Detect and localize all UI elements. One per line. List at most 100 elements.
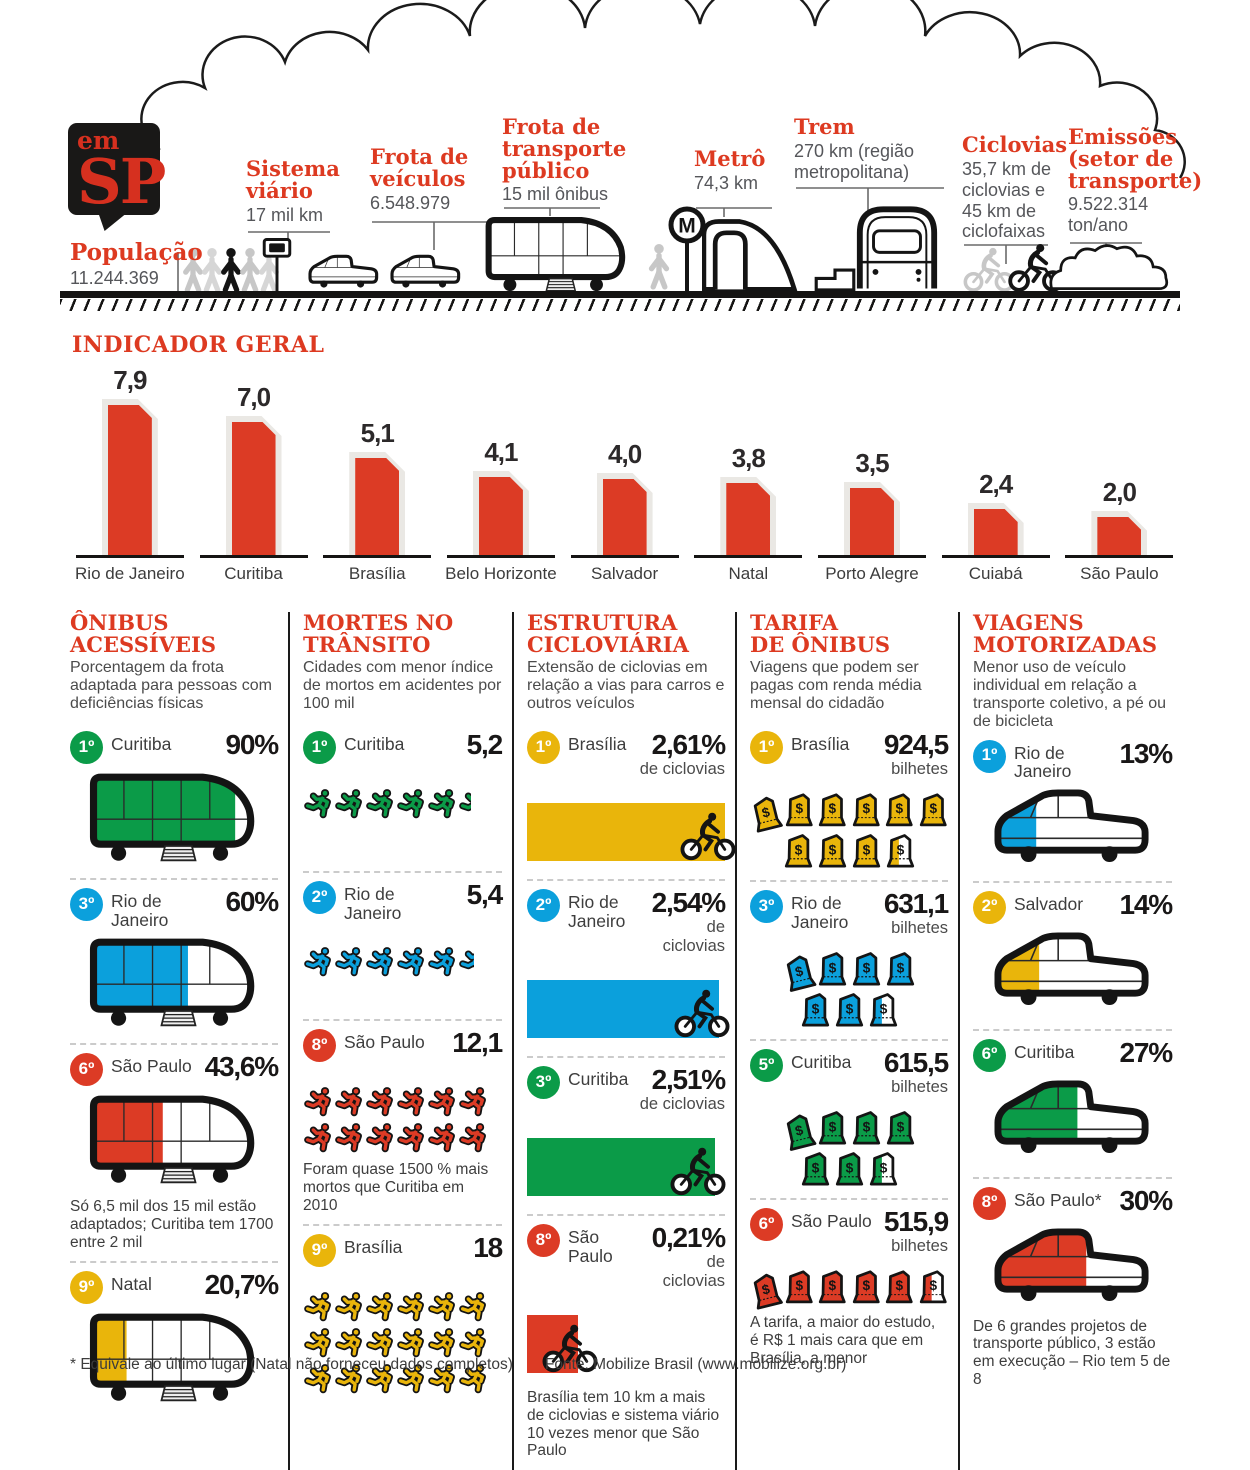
svg-text:$: $ <box>794 842 802 858</box>
bus-pictogram <box>70 1310 278 1408</box>
value-label: 5,4 <box>466 879 504 911</box>
rank-badge: 2º <box>973 890 1006 924</box>
column-title: MORTES NO TRÂNSITO <box>303 610 454 657</box>
ticket-icon: $ <box>851 1109 882 1147</box>
ticket-icon: $ <box>851 1268 882 1306</box>
ranking-entry: 6º São Paulo 43,6% Só 6,5 mil dos 15 mil… <box>70 1043 280 1261</box>
column-title: ÔNIBUS ACESSÍVEIS <box>70 610 216 657</box>
runners-pictogram <box>303 946 502 977</box>
ticket-icon: $ <box>918 1268 949 1306</box>
column-description: Extensão de ciclovias em relação a vias … <box>527 659 725 713</box>
bar-value-label: 7,0 <box>236 382 271 412</box>
city-label: Brasília <box>344 1237 403 1258</box>
rank-badge: 1º <box>303 731 336 765</box>
ticket-icon: $ <box>817 1268 848 1306</box>
ticket-icon: $ <box>784 1268 815 1306</box>
svg-text:$: $ <box>793 1122 805 1139</box>
bar-category-label: Rio de Janeiro <box>75 564 185 583</box>
svg-text:$: $ <box>879 1160 887 1176</box>
em-sp-logo: em SP <box>68 123 166 231</box>
svg-text:$: $ <box>929 1278 937 1293</box>
svg-text:$: $ <box>896 842 904 858</box>
svg-text:$: $ <box>828 801 836 816</box>
column-title: TARIFA DE ÔNIBUS <box>750 610 891 657</box>
svg-text:$: $ <box>760 1282 771 1298</box>
city-label: Rio de Janeiro <box>1014 742 1072 782</box>
stat-title: Metrô <box>694 146 766 171</box>
rank-badge: 6º <box>70 1053 103 1087</box>
value-unit-label: bilhetes <box>891 1078 948 1097</box>
rank-badge: 8º <box>303 1029 336 1063</box>
car-pictogram <box>973 1226 1172 1310</box>
car-pictogram <box>973 930 1172 1014</box>
svg-text:$: $ <box>760 805 771 821</box>
stat-title: Trem <box>794 114 855 139</box>
city-label: Rio de Janeiro <box>791 893 849 932</box>
exhaust-cloud-icon <box>1048 240 1184 292</box>
ticket-icon: $ <box>868 1150 899 1188</box>
bar <box>597 473 653 555</box>
bar-category-label: Natal <box>728 564 769 583</box>
tickets-pictogram: $ $ $ $ $ $ <box>750 950 948 1029</box>
stat-populacao: População 11.244.369 <box>70 241 210 289</box>
stat-title: Frota de transporte público <box>502 114 627 183</box>
column-description: Porcentagem da frota adaptada para pesso… <box>70 659 272 713</box>
bus-icon <box>482 214 632 293</box>
city-label: Rio de Janeiro <box>111 891 169 930</box>
svg-text:$: $ <box>862 801 870 816</box>
value-label: 631,1 <box>883 888 949 920</box>
stat-value: 270 km (região metropolitana) <box>794 140 915 182</box>
column-tarifa-de-onibus: TARIFA DE ÔNIBUS Viagens que podem ser p… <box>735 612 958 1470</box>
value-label: 43,6% <box>204 1051 280 1083</box>
ranking-entry: 3º Rio de Janeiro 60% <box>70 878 279 1043</box>
ticket-icon: $ <box>834 991 865 1029</box>
value-label: 2,51% <box>651 1064 727 1096</box>
city-label: Brasília <box>791 734 850 755</box>
rank-badge: 3º <box>70 888 103 922</box>
bar <box>102 399 158 555</box>
bar-value-label: 2,0 <box>1102 477 1137 507</box>
value-unit-label: de ciclovias <box>639 760 725 779</box>
platform-icon <box>814 268 856 292</box>
value-unit-label: bilhetes <box>891 760 948 779</box>
car-pictogram <box>973 1078 1172 1162</box>
chart-title: INDICADOR GERAL <box>72 332 325 358</box>
svg-text:$: $ <box>828 1278 836 1293</box>
ticket-icon: $ <box>884 791 915 829</box>
value-label: 2,61% <box>651 729 727 761</box>
svg-text:$: $ <box>828 960 836 976</box>
ranking-entry: 8º São Paulo* 30% De 6 grandes projetos … <box>973 1176 1173 1399</box>
road-line <box>60 291 1180 298</box>
footer: * Equivale ao último lugar (Natal não fo… <box>70 1356 846 1374</box>
road-hatching <box>60 299 1180 311</box>
metro-tunnel-icon <box>702 217 800 292</box>
bar-group: 4,1 Belo Horizonte <box>439 366 563 584</box>
bar <box>349 452 405 555</box>
city-label: São Paulo <box>111 1056 192 1077</box>
ticket-icon: $ <box>885 950 916 988</box>
logo-text-em: em <box>77 126 120 155</box>
rank-badge: 5º <box>750 1049 783 1083</box>
entry-note: Brasília tem 10 km a mais de ciclovias e… <box>527 1389 720 1460</box>
ranking-entry: 2º Salvador 14% <box>973 880 1173 1029</box>
rank-badge: 6º <box>750 1208 783 1242</box>
svg-text:$: $ <box>862 842 870 858</box>
value-unit-label: de ciclovias <box>662 918 725 956</box>
svg-text:$: $ <box>929 801 937 816</box>
city-label: São Paulo* <box>1014 1189 1102 1210</box>
svg-text:$: $ <box>828 842 836 858</box>
value-label: 0,21% <box>651 1222 727 1254</box>
city-label: Rio de Janeiro <box>568 892 626 931</box>
bar-group: 7,9 Rio de Janeiro <box>68 365 192 584</box>
ticket-icon: $ <box>884 1268 915 1306</box>
bar-group: 4,0 Salvador <box>563 366 687 584</box>
tickets-pictogram: $ $ $ $ $ $ <box>750 791 948 870</box>
rank-badge: 8º <box>973 1186 1006 1220</box>
bar-value-label: 3,8 <box>731 443 766 473</box>
column-title: ESTRUTURA CICLOVIÁRIA <box>527 610 689 657</box>
runners-pictogram <box>303 1291 502 1394</box>
stat-title: População <box>70 239 203 266</box>
bar-value-label: 5,1 <box>360 418 395 448</box>
city-label: Curitiba <box>1014 1041 1075 1062</box>
svg-text:$: $ <box>896 960 904 976</box>
